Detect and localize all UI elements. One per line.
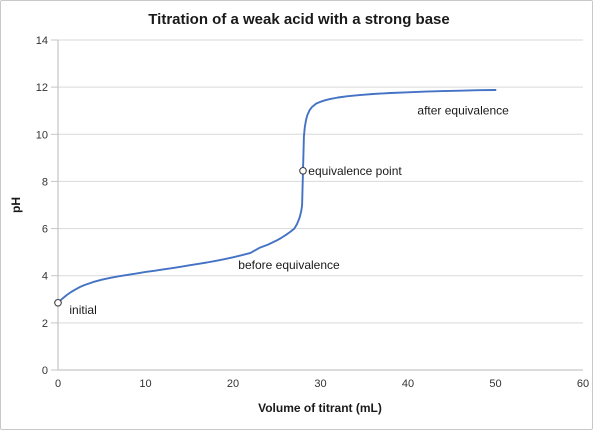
chart-frame	[0, 0, 593, 430]
x-tick-labels: 0 10 20 30 40 50 60	[55, 378, 589, 390]
x-tick-label-20: 20	[227, 378, 239, 390]
x-tick-label-10: 10	[139, 378, 151, 390]
titration-curve	[57, 89, 497, 304]
y-axis-title: pH	[9, 197, 23, 213]
y-tick-labels: 0 2 4 6 8 10 12 14	[36, 35, 48, 377]
titration-curve-series	[57, 89, 497, 304]
y-tick-label-2: 2	[42, 318, 48, 330]
y-tick-label-12: 12	[36, 82, 48, 94]
axis-lines	[51, 39, 583, 371]
y-tick-label-10: 10	[36, 129, 48, 141]
x-tick-label-50: 50	[489, 378, 501, 390]
annotations: initial before equivalence equivalence p…	[69, 104, 509, 317]
data-point-marker-1	[299, 166, 307, 175]
y-tick-label-14: 14	[36, 35, 48, 47]
annotation-before-equivalence: before equivalence	[238, 258, 340, 272]
x-tick-label-60: 60	[577, 378, 589, 390]
y-tick-label-8: 8	[42, 176, 48, 188]
y-tick-label-0: 0	[42, 365, 48, 377]
x-tick-label-30: 30	[314, 378, 326, 390]
x-tick-label-0: 0	[55, 378, 61, 390]
data-point-markers	[54, 166, 307, 307]
y-tick-label-6: 6	[42, 224, 48, 236]
y-tick-label-4: 4	[42, 271, 48, 283]
annotation-initial: initial	[69, 303, 96, 317]
x-axis-title: Volume of titrant (mL)	[258, 401, 382, 415]
x-tick-label-40: 40	[402, 378, 414, 390]
gridlines	[58, 39, 583, 324]
annotation-after-equivalence: after equivalence	[417, 104, 509, 118]
data-point-marker-0	[54, 298, 62, 307]
annotation-equivalence-point: equivalence point	[308, 164, 402, 178]
chart-title: Titration of a weak acid with a strong b…	[148, 11, 449, 28]
